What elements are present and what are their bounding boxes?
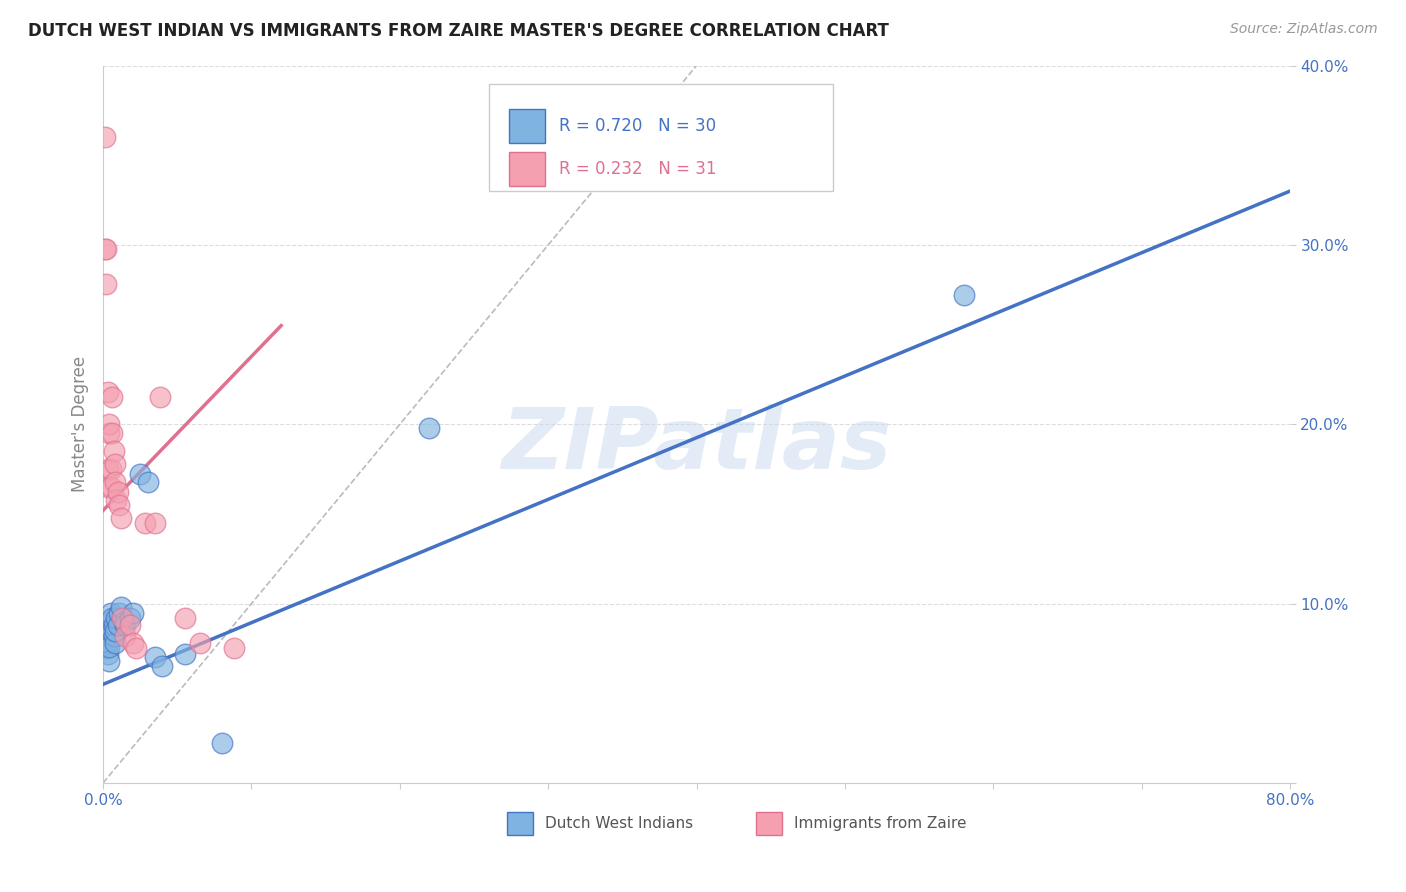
Point [103, 618, 125, 632]
Point [143, 650, 166, 665]
Text: DUTCH WEST INDIAN VS IMMIGRANTS FROM ZAIRE MASTER'S DEGREE CORRELATION CHART: DUTCH WEST INDIAN VS IMMIGRANTS FROM ZAI… [28, 22, 889, 40]
Point [136, 475, 159, 489]
Point [418, 421, 440, 435]
Point [112, 615, 135, 629]
Point [121, 636, 143, 650]
Point [152, 659, 174, 673]
Text: Immigrants from Zaire: Immigrants from Zaire [794, 815, 966, 830]
Point [101, 426, 124, 441]
FancyBboxPatch shape [509, 109, 544, 143]
Point [107, 485, 129, 500]
Text: ZIPatlas: ZIPatlas [502, 404, 891, 487]
Point [101, 611, 124, 625]
Point [103, 629, 125, 643]
Point [93, 130, 115, 145]
Point [134, 516, 156, 530]
Point [103, 444, 125, 458]
Point [94, 242, 117, 256]
Point [100, 462, 122, 476]
Point [108, 498, 131, 512]
Point [118, 618, 141, 632]
Point [111, 611, 134, 625]
Point [952, 288, 974, 302]
Point [129, 467, 152, 482]
Point [97, 462, 120, 476]
Point [188, 636, 211, 650]
Point [94, 277, 117, 292]
Point [101, 624, 124, 638]
Point [211, 737, 233, 751]
Point [148, 390, 170, 404]
FancyBboxPatch shape [509, 152, 544, 186]
FancyBboxPatch shape [506, 812, 533, 835]
FancyBboxPatch shape [489, 84, 832, 191]
Point [173, 611, 195, 625]
Text: R = 0.720   N = 30: R = 0.720 N = 30 [558, 117, 716, 135]
Point [104, 475, 127, 489]
Point [104, 636, 127, 650]
Point [98, 417, 121, 432]
Point [104, 624, 127, 638]
Point [97, 636, 120, 650]
Point [222, 641, 245, 656]
Point [110, 600, 132, 615]
Point [93, 641, 115, 656]
Point [114, 629, 136, 643]
FancyBboxPatch shape [756, 812, 782, 835]
Point [98, 654, 121, 668]
Text: R = 0.232   N = 31: R = 0.232 N = 31 [558, 160, 716, 178]
Point [108, 606, 131, 620]
Point [98, 426, 121, 441]
Point [101, 390, 124, 404]
Point [98, 640, 121, 654]
Point [100, 480, 122, 494]
Point [104, 457, 127, 471]
Point [105, 611, 128, 625]
Y-axis label: Master's Degree: Master's Degree [72, 356, 89, 492]
Point [97, 480, 120, 494]
Point [173, 647, 195, 661]
Point [100, 615, 122, 629]
Point [94, 632, 117, 647]
Point [107, 618, 129, 632]
Point [143, 516, 166, 530]
Point [97, 647, 120, 661]
Point [97, 384, 120, 399]
Text: Source: ZipAtlas.com: Source: ZipAtlas.com [1230, 22, 1378, 37]
Point [114, 618, 136, 632]
Point [121, 606, 143, 620]
Point [118, 611, 141, 625]
Point [125, 641, 148, 656]
Point [100, 606, 122, 620]
Text: Dutch West Indians: Dutch West Indians [544, 815, 693, 830]
Point [93, 242, 115, 256]
Point [105, 492, 128, 507]
Point [110, 510, 132, 524]
